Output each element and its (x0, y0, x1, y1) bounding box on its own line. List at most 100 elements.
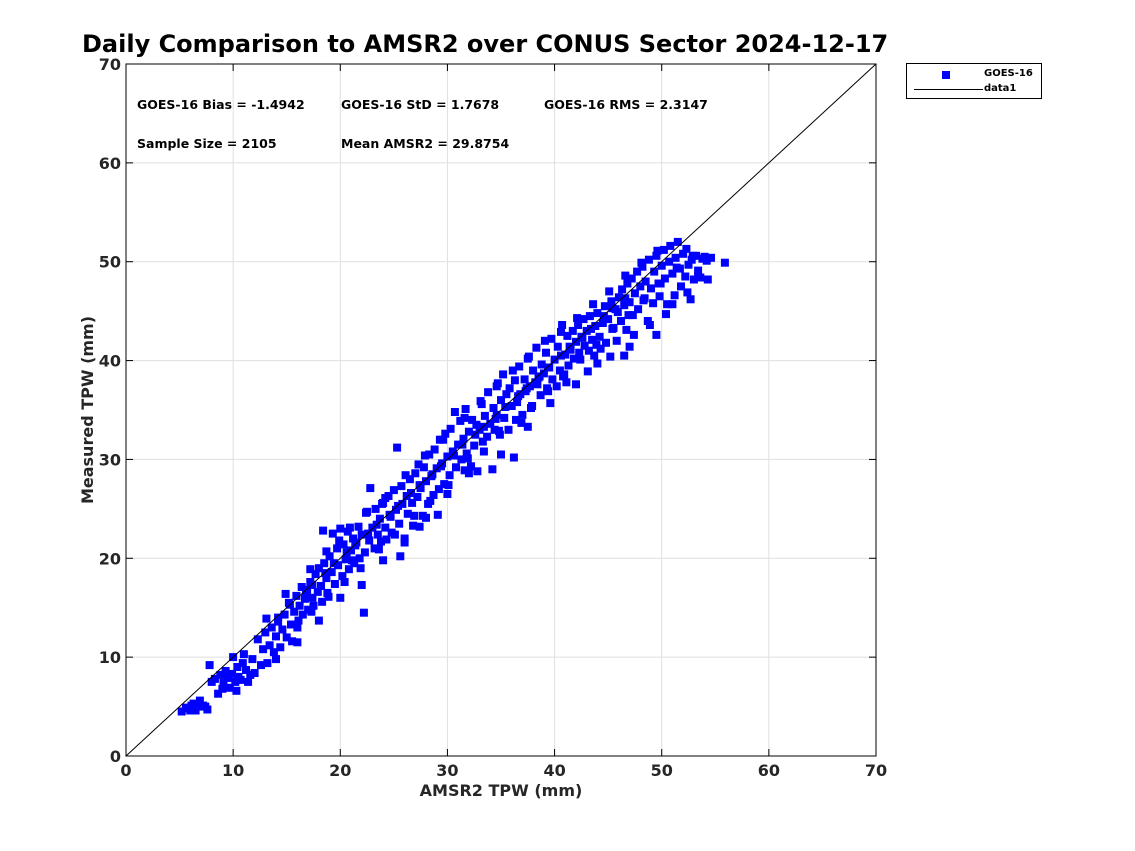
data-point (650, 267, 659, 276)
data-point (261, 628, 270, 637)
data-point (280, 610, 289, 619)
data-point (354, 522, 363, 531)
data-point (513, 398, 522, 407)
data-point (360, 548, 369, 557)
data-point (351, 541, 360, 550)
data-point (480, 411, 489, 420)
data-point (625, 298, 634, 307)
data-point (613, 308, 622, 317)
data-point (287, 620, 295, 629)
data-point (578, 333, 587, 342)
data-point (572, 337, 580, 346)
data-point (623, 279, 632, 288)
data-point (333, 544, 342, 553)
data-point (344, 565, 353, 574)
legend-marker-goes16 (942, 71, 950, 79)
data-point (583, 367, 592, 376)
data-point (472, 420, 481, 429)
data-point (425, 450, 434, 459)
data-point (408, 498, 417, 507)
data-point (621, 271, 630, 280)
data-point (620, 301, 629, 310)
x-tick-label: 0 (120, 761, 131, 780)
data-point (518, 410, 527, 419)
data-point (584, 346, 593, 355)
data-point (459, 434, 468, 443)
data-point (300, 594, 309, 603)
data-point (426, 496, 435, 505)
data-point (656, 279, 665, 288)
data-point (293, 623, 302, 632)
data-point (544, 363, 553, 372)
data-point (403, 509, 412, 518)
data-point (524, 352, 533, 361)
data-point (308, 593, 317, 602)
data-point (381, 494, 390, 502)
data-point (328, 529, 337, 538)
data-point (649, 299, 658, 308)
data-point (471, 430, 480, 439)
data-point (371, 504, 380, 513)
data-point (553, 342, 562, 351)
data-point (452, 463, 460, 472)
data-point (433, 510, 442, 519)
data-point (356, 564, 365, 573)
data-point (444, 481, 453, 490)
data-point (622, 325, 631, 334)
data-point (558, 321, 567, 329)
data-point (539, 369, 548, 378)
data-point (182, 703, 190, 712)
bias-stat: GOES-16 Bias = -1.4942 (137, 97, 305, 112)
data-point (546, 399, 555, 408)
data-point (218, 684, 227, 693)
data-point (593, 359, 602, 368)
data-point (628, 311, 637, 320)
data-point (636, 282, 645, 291)
data-point (281, 589, 290, 598)
data-point (537, 360, 546, 369)
data-point (322, 574, 331, 583)
data-point (612, 336, 621, 345)
data-point (483, 432, 492, 441)
axes-box (125, 63, 877, 757)
data-point (262, 614, 271, 623)
data-point (402, 492, 411, 500)
data-point (319, 526, 328, 535)
data-point (246, 670, 255, 679)
data-point (263, 659, 272, 668)
data-point (414, 460, 423, 469)
data-point (295, 601, 304, 610)
data-point (564, 361, 573, 370)
data-point (221, 667, 230, 675)
data-point (321, 569, 330, 578)
data-point (523, 422, 532, 431)
data-point (512, 415, 520, 424)
data-point (479, 447, 488, 456)
data-point (232, 686, 241, 695)
rms-stat: GOES-16 RMS = 2.3147 (544, 97, 708, 112)
data-point (306, 565, 315, 574)
data-point (441, 429, 450, 438)
data-point (322, 547, 331, 556)
data-point (502, 390, 511, 399)
data-point (338, 572, 347, 581)
data-point (327, 568, 336, 577)
data-point (652, 330, 661, 339)
data-point (625, 342, 634, 351)
data-point (339, 540, 348, 549)
data-point (276, 643, 285, 652)
data-point (428, 470, 437, 479)
data-point (624, 311, 633, 320)
data-point (490, 425, 499, 434)
data-point (596, 344, 605, 353)
data-point (572, 380, 580, 389)
data-point (641, 277, 650, 286)
y-tick-label: 60 (99, 154, 121, 173)
x-tick-label: 20 (329, 761, 351, 780)
data-point (313, 587, 322, 596)
data-point (381, 523, 390, 532)
data-point (307, 607, 316, 616)
data-point (492, 410, 501, 419)
data-point (308, 581, 317, 589)
data-point (508, 366, 517, 375)
